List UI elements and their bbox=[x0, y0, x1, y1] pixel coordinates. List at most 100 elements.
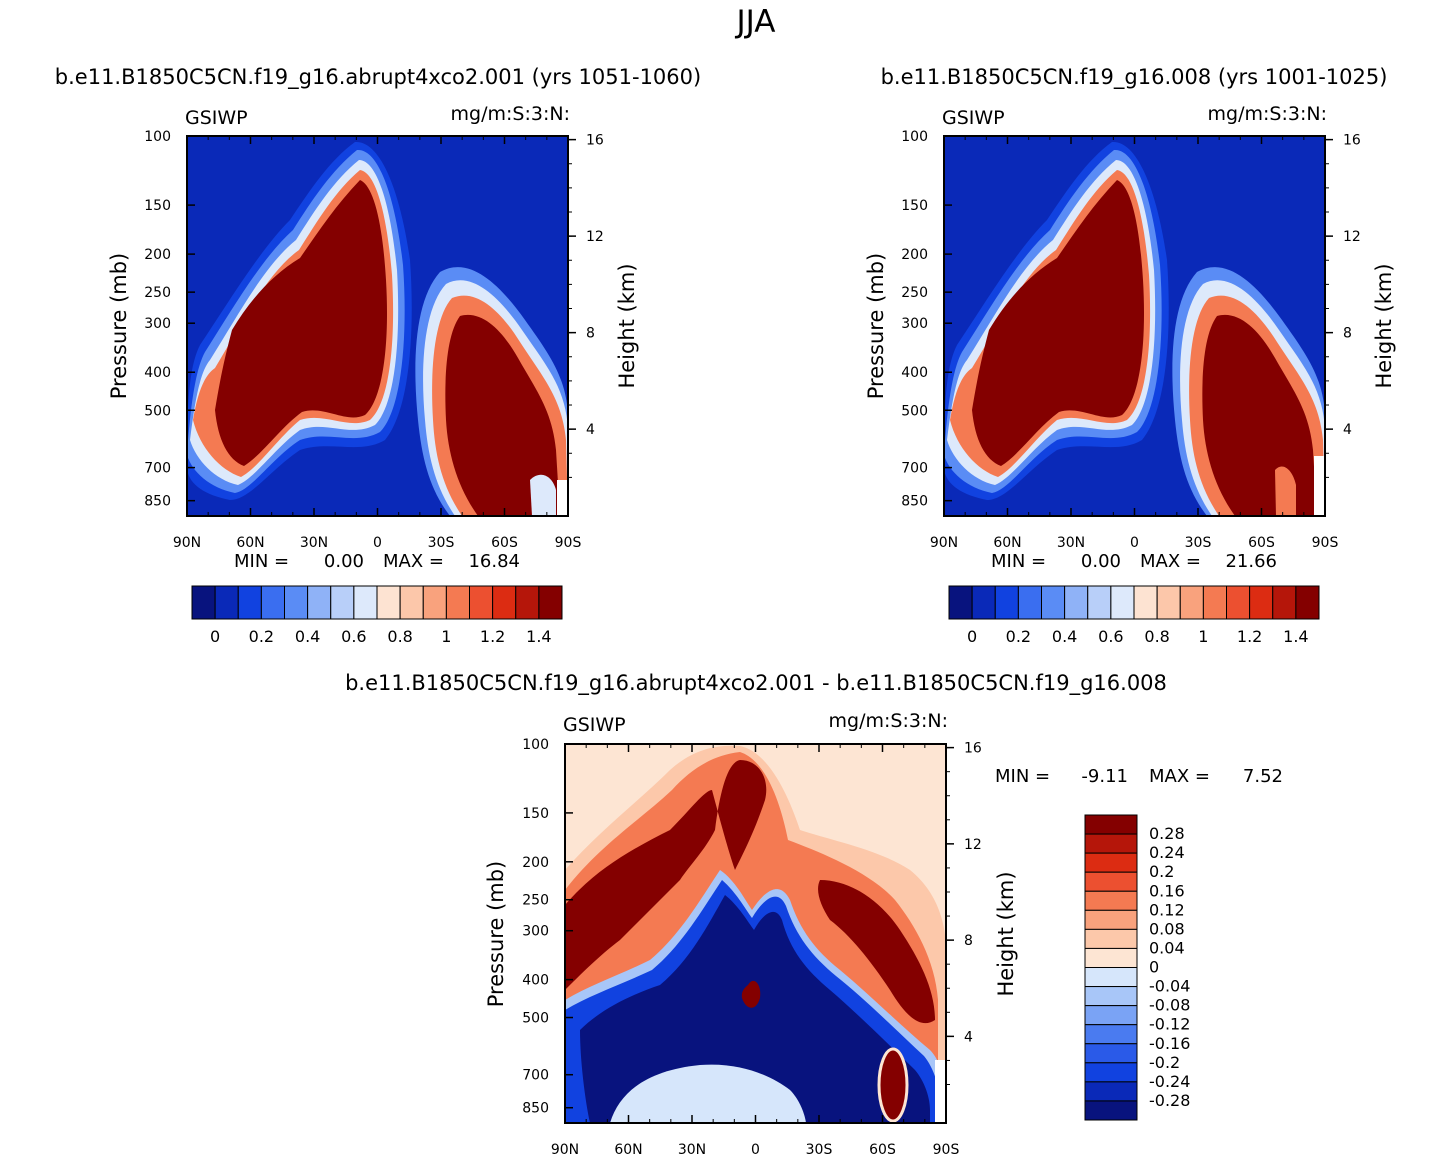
panel-a-ylabel-right: Height (km) bbox=[615, 263, 639, 388]
panel-b-case-title: b.e11.B1850C5CN.f19_g16.008 (yrs 1001-10… bbox=[881, 65, 1388, 90]
panel-c-colorbar-swatch bbox=[1085, 1063, 1137, 1082]
panel-b-colorbar-swatch bbox=[1111, 586, 1134, 619]
panel-c-colorbar-label: -0.28 bbox=[1149, 1091, 1190, 1110]
panel-c-colorbar-label: -0.16 bbox=[1149, 1034, 1190, 1053]
panel-c-colorbar-swatch bbox=[1085, 834, 1137, 853]
panel-c-yrtick-label: 4 bbox=[964, 1029, 973, 1045]
panel-a-colorbar-swatch bbox=[238, 586, 261, 619]
panel-a-xtick-label: 90S bbox=[555, 535, 582, 551]
panel-c-xtick-label: 90S bbox=[933, 1142, 960, 1158]
panel-b-colorbar-swatch bbox=[972, 586, 995, 619]
panel-c-colorbar-label: 0.28 bbox=[1149, 824, 1185, 843]
panel-a-yticks-right: 161284 bbox=[568, 133, 604, 478]
panel-c-xtick-label: 60S bbox=[869, 1142, 896, 1158]
panel-b-variable-label: GSIWP bbox=[942, 107, 1005, 129]
panel-b-colorbar-swatch bbox=[1250, 586, 1273, 619]
panel-a-colorbar-label: 1.4 bbox=[526, 627, 551, 646]
panel-b-colorbar: 0 0.2 0.4 0.6 0.8 1 1.2 1.4 bbox=[949, 586, 1319, 646]
panel-b-ytick-label: 850 bbox=[901, 494, 928, 510]
panel-b-ytick-label: 150 bbox=[901, 198, 928, 214]
panel-a-colorbar-swatch bbox=[331, 586, 354, 619]
panel-c-colorbar: 0.280.240.20.160.120.080.040-0.04-0.08-0… bbox=[1085, 815, 1190, 1120]
panel-a-case-title: b.e11.B1850C5CN.f19_g16.abrupt4xco2.001 … bbox=[55, 65, 701, 90]
panel-a-colorbar-swatch bbox=[354, 586, 377, 619]
panel-c-colorbar-label: 0.16 bbox=[1149, 881, 1185, 900]
panel-c-colorbar-label: -0.12 bbox=[1149, 1015, 1190, 1034]
panel-b-ytick-label: 400 bbox=[901, 365, 928, 381]
panel-b-max-label: MAX = bbox=[1140, 551, 1201, 572]
panel-c-variable-label: GSIWP bbox=[563, 714, 626, 736]
panel-a-colorbar-swatch bbox=[261, 586, 284, 619]
panel-c-colorbar-label: 0 bbox=[1149, 958, 1159, 977]
panel-a-colorbar-swatch bbox=[493, 586, 516, 619]
panel-b-colorbar-label: 1.2 bbox=[1237, 627, 1262, 646]
panel-a-missing-topography bbox=[557, 480, 568, 516]
panel-b-colorbar-swatch bbox=[1273, 586, 1296, 619]
panel-a-colorbar-label: 1 bbox=[441, 627, 451, 646]
panel-b-colorbar-label: 0 bbox=[967, 627, 977, 646]
panel-b-xtick-label: 30N bbox=[1057, 535, 1085, 551]
panel-a-colorbar-swatch bbox=[423, 586, 446, 619]
panel-a-xtick-label: 0 bbox=[373, 535, 382, 551]
panel-b-yrtick-label: 12 bbox=[1343, 229, 1361, 245]
panel-a-ytick-label: 400 bbox=[144, 365, 171, 381]
panel-b-xtick-label: 90N bbox=[930, 535, 958, 551]
panel-c-missing-topography bbox=[935, 1060, 946, 1123]
panel-c-colorbar-swatch bbox=[1085, 1006, 1137, 1025]
panel-a-field bbox=[187, 136, 568, 516]
panel-b-xtick-label: 60N bbox=[993, 535, 1021, 551]
panel-c-xtick-label: 30N bbox=[678, 1142, 706, 1158]
panel-c-yticks-right: 161284 bbox=[946, 741, 982, 1085]
panel-c-ytick-label: 100 bbox=[522, 737, 549, 753]
panel-a-yrtick-label: 12 bbox=[586, 229, 604, 245]
panel-c-ytick-label: 300 bbox=[522, 924, 549, 940]
panel-c-xtick-label: 90N bbox=[551, 1142, 579, 1158]
panel-a-colorbar-label: 1.2 bbox=[480, 627, 505, 646]
panel-c-ytick-label: 400 bbox=[522, 973, 549, 989]
panel-c-colorbar-swatch bbox=[1085, 948, 1137, 967]
panel-a-colorbar-label: 0.8 bbox=[387, 627, 412, 646]
panel-b-xtick-label: 0 bbox=[1130, 535, 1139, 551]
panel-a-yrtick-label: 4 bbox=[586, 422, 595, 438]
panel-b-colorbar-label: 1.4 bbox=[1283, 627, 1308, 646]
panel-c-xtick-label: 0 bbox=[751, 1142, 760, 1158]
panel-a-ytick-label: 850 bbox=[144, 494, 171, 510]
panel-a-colorbar-label: 0.6 bbox=[341, 627, 366, 646]
panel-b-colorbar-label: 0.2 bbox=[1006, 627, 1031, 646]
panel-a-max-label: MAX = bbox=[383, 551, 444, 572]
panel-b-ytick-label: 300 bbox=[901, 316, 928, 332]
panel-b-colorbar-label: 0.4 bbox=[1052, 627, 1077, 646]
panel-b-colorbar-swatch bbox=[1065, 586, 1088, 619]
panel-b-xtick-label: 30S bbox=[1185, 535, 1212, 551]
panel-b-ylabel: Pressure (mb) bbox=[864, 253, 888, 400]
panel-a-xtick-label: 60N bbox=[236, 535, 264, 551]
panel-b: b.e11.B1850C5CN.f19_g16.008 (yrs 1001-10… bbox=[864, 65, 1396, 646]
panel-a-ytick-label: 700 bbox=[144, 461, 171, 477]
panel-c-ytick-label: 500 bbox=[522, 1011, 549, 1027]
panel-b-colorbar-swatch bbox=[1134, 586, 1157, 619]
panel-c-min-label: MIN = bbox=[995, 766, 1050, 787]
panel-a-colorbar-swatch bbox=[308, 586, 331, 619]
panel-c-colorbar-swatch bbox=[1085, 910, 1137, 929]
panel-c-colorbar-label: -0.08 bbox=[1149, 996, 1190, 1015]
panel-b-yrtick-label: 8 bbox=[1343, 326, 1352, 342]
panel-b-yrtick-label: 16 bbox=[1343, 133, 1361, 149]
panel-b-ytick-label: 200 bbox=[901, 247, 928, 263]
panel-a-xtick-label: 90N bbox=[173, 535, 201, 551]
panel-a-colorbar-swatch bbox=[192, 586, 215, 619]
panel-c-xtick-label: 60N bbox=[614, 1142, 642, 1158]
panel-b-yticks-right: 16 12 8 4 bbox=[1325, 133, 1361, 478]
panel-b-ytick-label: 250 bbox=[901, 285, 928, 301]
panel-c-colorbar-label: -0.04 bbox=[1149, 977, 1190, 996]
panel-a-min-label: MIN = bbox=[234, 551, 289, 572]
panel-a-colorbar-label: 0 bbox=[210, 627, 220, 646]
panel-b-colorbar-swatch bbox=[995, 586, 1018, 619]
panel-b-colorbar-swatch bbox=[1227, 586, 1250, 619]
panel-a-ytick-label: 100 bbox=[144, 129, 171, 145]
panel-c-colorbar-swatch bbox=[1085, 929, 1137, 948]
panel-a-colorbar-swatch bbox=[446, 586, 469, 619]
panel-c-colorbar-swatch bbox=[1085, 1101, 1137, 1120]
panel-a-max-value: 16.84 bbox=[468, 551, 520, 572]
panel-a-colorbar-swatch bbox=[215, 586, 238, 619]
panel-b-yrtick-label: 4 bbox=[1343, 422, 1352, 438]
